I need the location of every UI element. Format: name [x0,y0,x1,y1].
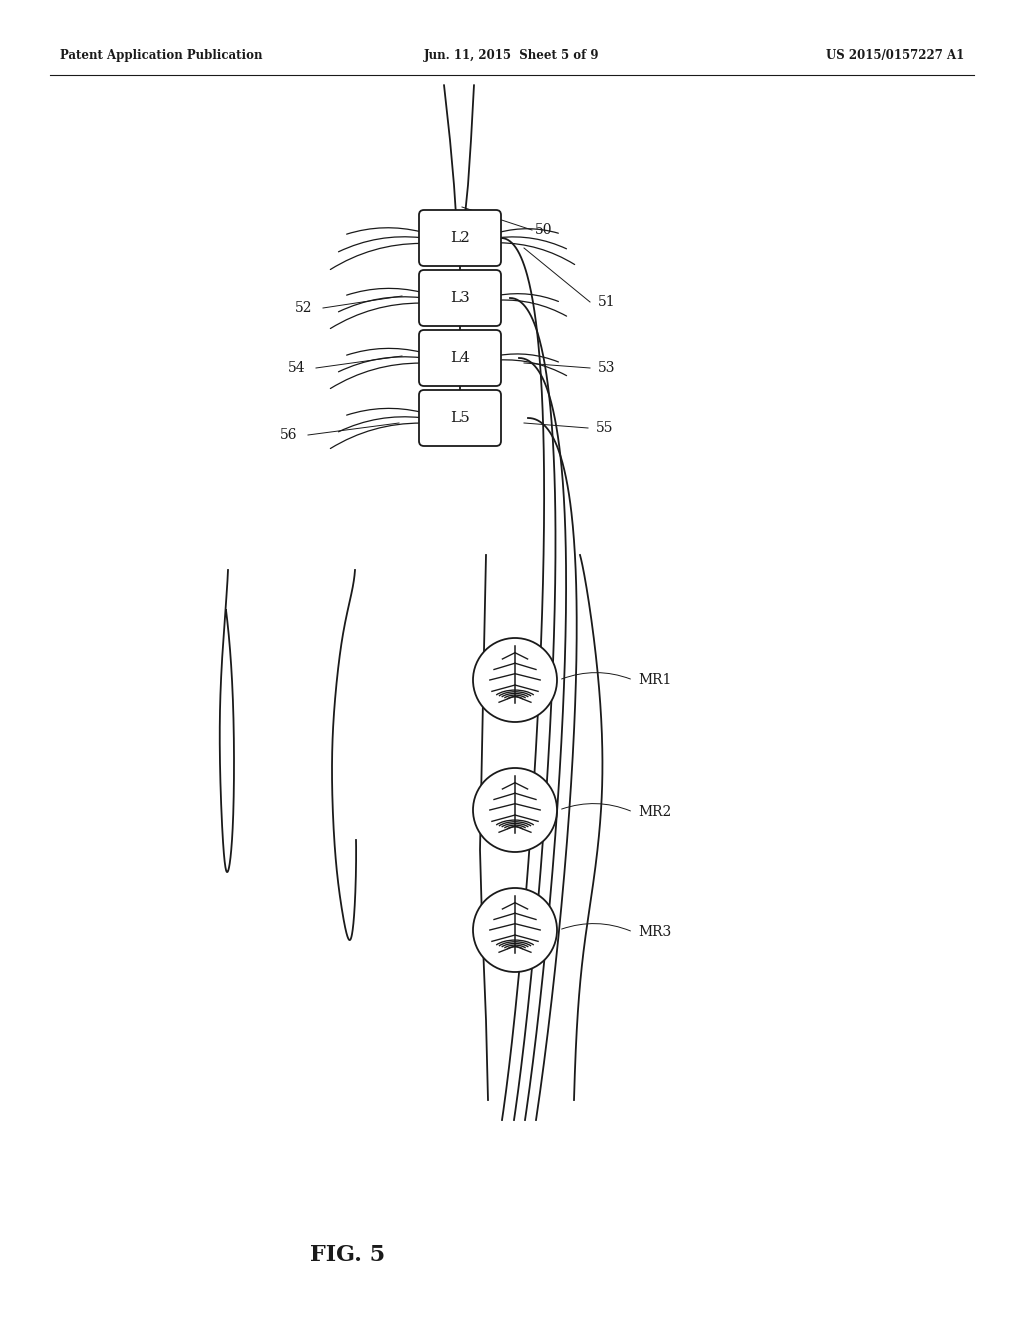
Text: 50: 50 [535,223,553,238]
Ellipse shape [473,638,557,722]
Text: L2: L2 [451,231,470,246]
Text: US 2015/0157227 A1: US 2015/0157227 A1 [825,49,964,62]
Ellipse shape [473,888,557,972]
Text: FIG. 5: FIG. 5 [310,1243,385,1266]
Text: 55: 55 [596,421,613,436]
Text: 56: 56 [280,428,298,442]
FancyBboxPatch shape [419,271,501,326]
Text: MR3: MR3 [638,925,672,939]
Text: 51: 51 [598,294,615,309]
Text: L4: L4 [451,351,470,366]
Text: 53: 53 [598,360,615,375]
FancyBboxPatch shape [419,330,501,385]
Text: Jun. 11, 2015  Sheet 5 of 9: Jun. 11, 2015 Sheet 5 of 9 [424,49,600,62]
Text: MR2: MR2 [638,805,672,818]
Ellipse shape [473,768,557,851]
Text: 54: 54 [288,360,305,375]
FancyBboxPatch shape [419,210,501,267]
Text: Patent Application Publication: Patent Application Publication [60,49,262,62]
Text: MR1: MR1 [638,673,672,686]
Text: L3: L3 [451,290,470,305]
Text: L5: L5 [451,411,470,425]
FancyBboxPatch shape [419,389,501,446]
Text: 52: 52 [295,301,312,315]
